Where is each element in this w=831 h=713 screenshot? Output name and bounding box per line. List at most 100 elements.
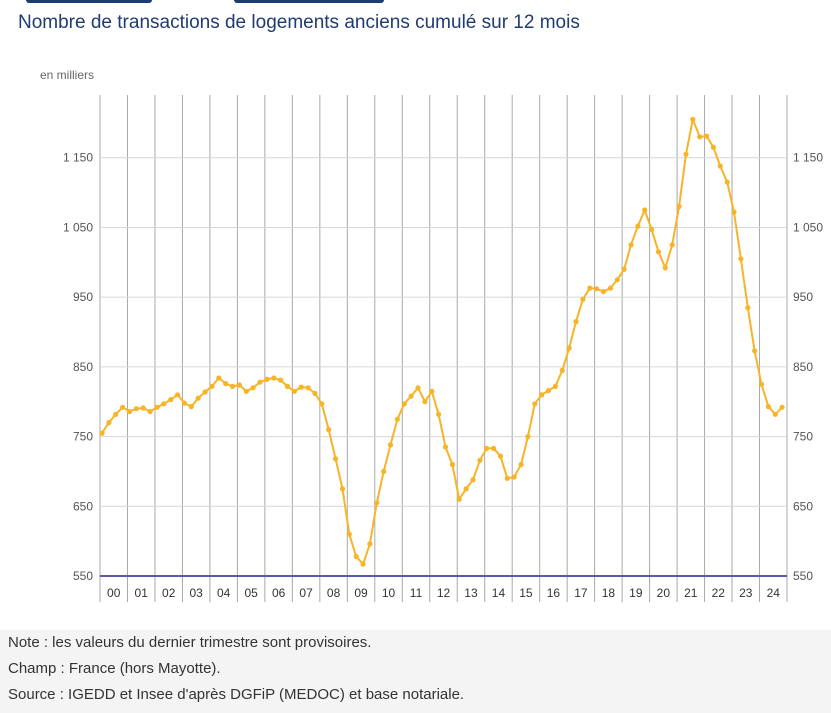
y-tick-label-left: 850	[73, 360, 93, 374]
data-point	[690, 116, 696, 122]
x-axis-labels: 00 01 02 03 04 05 06 07 08 09 10 11 12 13 14 15 16 17 18 19…	[107, 586, 780, 600]
chart-card: Nombre de transactions de logements anci…	[0, 0, 831, 630]
data-point	[717, 163, 723, 169]
y-tick-label-left: 1 050	[63, 220, 93, 234]
data-point	[319, 401, 325, 407]
data-point	[545, 388, 552, 394]
y-tick-label-right: 850	[793, 360, 813, 374]
data-point	[353, 553, 359, 560]
data-point	[415, 385, 421, 391]
data-point	[683, 151, 689, 157]
data-point	[463, 486, 469, 492]
data-point	[704, 133, 710, 139]
data-point	[566, 345, 572, 351]
data-point	[429, 388, 435, 394]
data-point	[154, 404, 160, 410]
data-point	[752, 348, 758, 354]
grid-lines	[99, 95, 788, 602]
y-axis-label: en milliers	[40, 68, 94, 82]
data-point	[120, 404, 126, 410]
data-point	[573, 319, 579, 325]
x-tick-label: 01	[135, 586, 149, 600]
y-tick-label-left: 1 150	[63, 151, 93, 165]
data-point	[600, 289, 607, 295]
data-point	[140, 405, 146, 411]
data-point	[422, 399, 428, 405]
data-point	[662, 265, 668, 271]
note-provisional: Note : les valeurs du dernier trimestre …	[8, 634, 372, 651]
x-tick-label: 16	[547, 586, 561, 600]
y-tick-label-right: 550	[793, 569, 813, 583]
data-point	[381, 468, 387, 474]
data-point	[229, 383, 236, 389]
x-tick-label: 03	[190, 586, 204, 600]
data-point	[161, 401, 167, 407]
x-tick-label: 08	[327, 586, 341, 600]
data-point	[367, 541, 373, 547]
y-axis-left-labels: 550 650 750 850 950 1 050 1 150	[63, 151, 93, 583]
data-point	[284, 383, 291, 389]
data-point	[374, 500, 380, 506]
data-point	[202, 389, 208, 395]
data-point	[587, 285, 593, 291]
series-line	[101, 118, 783, 566]
data-point	[525, 434, 531, 440]
data-point	[518, 461, 524, 468]
data-point	[676, 203, 682, 210]
data-point	[477, 457, 483, 463]
data-point	[635, 223, 641, 229]
x-tick-label: 18	[602, 586, 616, 600]
data-point	[106, 420, 112, 426]
data-point	[765, 404, 772, 410]
x-tick-label: 10	[382, 586, 396, 600]
data-point	[442, 444, 449, 450]
data-point	[436, 411, 442, 417]
series-group	[99, 116, 785, 567]
data-point	[484, 445, 490, 451]
y-tick-label-left: 550	[73, 569, 93, 583]
y-tick-label-right: 650	[793, 499, 813, 513]
y-tick-label-left: 650	[73, 499, 93, 513]
data-point	[655, 249, 662, 255]
data-point	[305, 385, 311, 391]
data-point	[195, 395, 201, 401]
data-point	[491, 445, 497, 451]
data-point	[326, 427, 332, 433]
x-tick-label: 05	[244, 586, 258, 600]
data-point	[175, 392, 181, 398]
data-point	[779, 404, 785, 410]
x-tick-label: 17	[574, 586, 588, 600]
data-point	[126, 408, 133, 415]
data-point	[401, 401, 407, 407]
x-tick-label: 15	[519, 586, 533, 600]
data-point	[278, 377, 284, 383]
note-scope: Champ : France (hors Mayotte).	[8, 660, 221, 677]
data-point	[168, 397, 174, 403]
data-point	[360, 561, 366, 567]
data-point	[216, 375, 222, 381]
data-point	[724, 179, 730, 185]
y-tick-label-right: 950	[793, 290, 813, 304]
data-point	[223, 381, 229, 387]
x-tick-label: 14	[492, 586, 506, 600]
data-point	[669, 242, 675, 248]
y-tick-label-right: 1 150	[793, 151, 823, 165]
data-point	[456, 496, 462, 502]
data-point	[264, 376, 270, 382]
x-tick-label: 22	[712, 586, 726, 600]
x-tick-label: 07	[299, 586, 313, 600]
data-point	[607, 285, 614, 291]
x-tick-label: 09	[354, 586, 368, 600]
tab-indicator	[26, 0, 152, 3]
data-point	[449, 461, 455, 468]
data-point	[594, 286, 600, 292]
data-point	[758, 381, 765, 387]
y-tick-label-right: 1 050	[793, 220, 823, 234]
data-point	[532, 401, 538, 407]
x-tick-label: 00	[107, 586, 121, 600]
x-tick-label: 02	[162, 586, 176, 600]
data-point	[745, 305, 751, 311]
data-point	[257, 379, 263, 385]
data-point	[552, 383, 559, 389]
chart-title: Nombre de transactions de logements anci…	[18, 12, 580, 33]
